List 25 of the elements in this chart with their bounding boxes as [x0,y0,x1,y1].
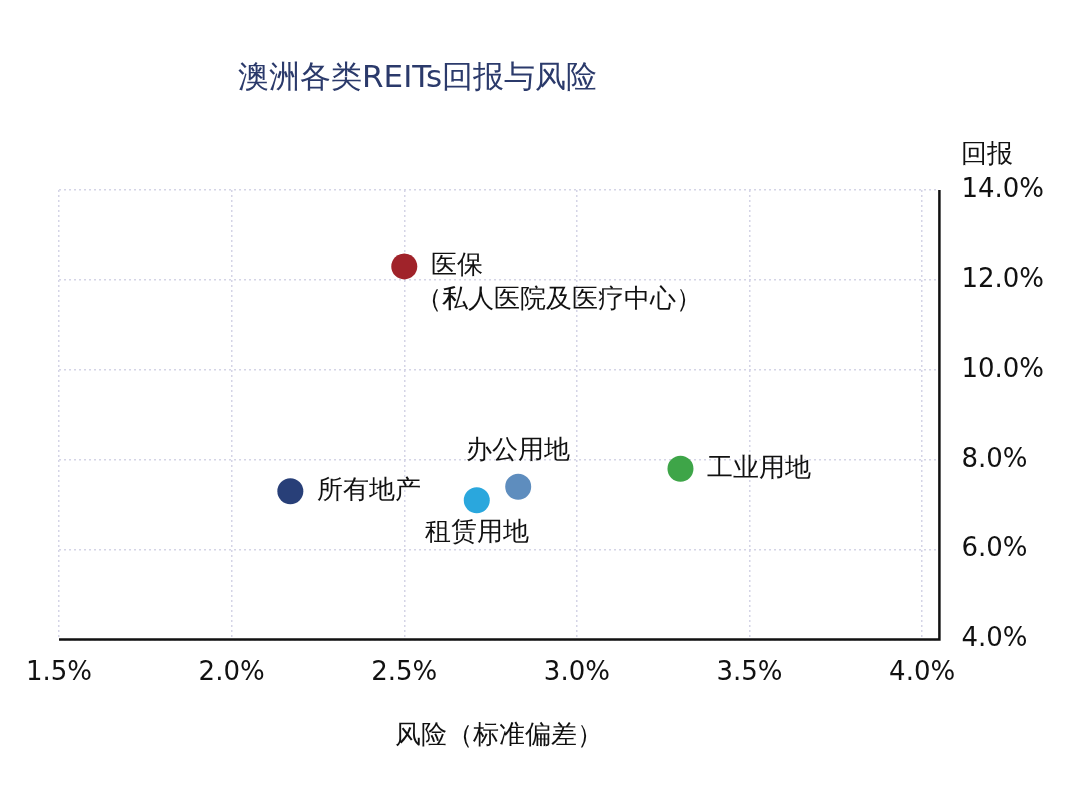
x-axis-title: 风险（标准偏差） [395,719,604,750]
x-tick-label: 2.0% [198,655,265,686]
x-tick-label: 3.0% [543,655,610,686]
x-tick-label: 1.5% [26,655,93,686]
point [463,487,490,514]
series-label: 医保（私人医院及医疗中心） [416,249,703,314]
y-tick-label: 12.0% [961,262,1045,293]
point [277,478,304,505]
series-label: 租赁用地 [424,515,529,546]
y-tick-label: 6.0% [961,532,1028,563]
x-tick-label: 2.5% [371,655,438,686]
series-label: 所有地产 [317,473,422,504]
chart-title: 澳洲各类REITs回报与风险 [237,57,599,96]
series-label: 办公用地 [466,434,571,465]
y-tick-label: 14.0% [961,172,1045,203]
point [505,473,532,500]
point [391,253,418,280]
y-tick-label: 8.0% [961,442,1028,473]
x-tick-label: 3.5% [716,655,783,686]
y-axis-title: 回报 [961,137,1014,168]
y-tick-label: 4.0% [961,622,1028,653]
x-tick-label: 4.0% [889,655,956,686]
series-label: 工业用地 [707,451,812,482]
y-tick-label: 10.0% [961,352,1045,383]
point [667,455,694,482]
